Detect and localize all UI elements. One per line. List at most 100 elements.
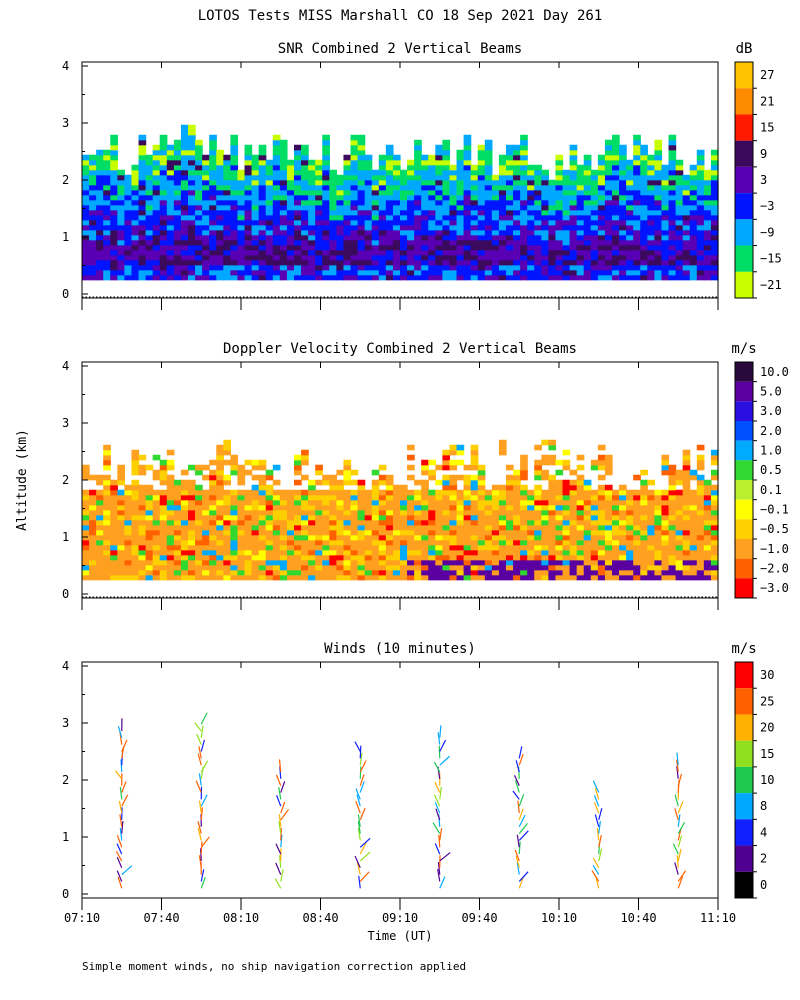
snr-cell: [202, 179, 210, 186]
snr-cell: [279, 194, 288, 201]
snr-cell: [216, 154, 224, 161]
snr-cell: [456, 149, 465, 156]
doppler-cell: [562, 564, 571, 571]
snr-cell: [626, 269, 634, 276]
doppler-cell: [668, 499, 677, 506]
doppler-cell: [195, 469, 203, 476]
snr-cell: [703, 274, 712, 281]
snr-cell: [209, 169, 217, 176]
snr-cell: [661, 244, 670, 251]
snr-cell: [612, 214, 620, 221]
colorbar-swatch: [735, 539, 753, 559]
snr-cell: [675, 164, 684, 171]
snr-cell: [343, 204, 352, 211]
doppler-cell: [392, 514, 401, 521]
doppler-cell: [696, 474, 705, 481]
snr-cell: [152, 214, 161, 221]
doppler-cell: [251, 574, 260, 581]
doppler-cell: [449, 539, 458, 546]
snr-cell: [315, 229, 323, 236]
snr-cell: [110, 254, 118, 261]
snr-cell: [209, 134, 217, 141]
doppler-cell: [421, 529, 429, 536]
snr-cell: [308, 249, 316, 256]
snr-cell: [470, 274, 479, 281]
snr-cell: [555, 254, 564, 261]
doppler-cell: [689, 559, 698, 566]
snr-cell: [555, 219, 564, 226]
snr-cell: [371, 274, 380, 281]
snr-cell: [654, 154, 663, 161]
wind-barb: [117, 726, 123, 738]
doppler-cell: [357, 524, 366, 531]
doppler-cell: [583, 574, 592, 581]
wind-barb: [437, 732, 441, 745]
snr-cell: [180, 124, 189, 131]
snr-cell: [209, 239, 217, 246]
doppler-cell: [294, 459, 302, 466]
snr-cell: [414, 259, 422, 266]
doppler-cell: [477, 489, 486, 496]
doppler-cell: [166, 564, 175, 571]
doppler-cell: [527, 564, 535, 571]
snr-cell: [96, 149, 104, 156]
doppler-cell: [477, 534, 486, 541]
snr-cell: [180, 134, 189, 141]
doppler-cell: [103, 459, 111, 466]
snr-cell: [576, 254, 585, 261]
snr-cell: [322, 259, 330, 266]
snr-cell: [308, 224, 316, 231]
snr-cell: [322, 269, 330, 276]
doppler-cell: [491, 489, 500, 496]
snr-cell: [520, 164, 528, 171]
snr-cell: [357, 139, 366, 146]
snr-cell: [400, 179, 408, 186]
doppler-cell: [392, 524, 401, 531]
snr-cell: [392, 214, 401, 221]
doppler-cell: [357, 569, 366, 576]
snr-cell: [322, 254, 330, 261]
snr-cell: [315, 259, 323, 266]
doppler-cell: [449, 569, 458, 576]
snr-cell: [145, 269, 154, 276]
doppler-cell: [555, 549, 564, 556]
snr-cell: [216, 184, 224, 191]
snr-cell: [682, 254, 691, 261]
snr-cell: [456, 184, 465, 191]
doppler-cell: [364, 539, 373, 546]
snr-cell: [506, 239, 514, 246]
doppler-cell: [703, 489, 712, 496]
doppler-cell: [407, 509, 415, 516]
doppler-cell: [414, 489, 422, 496]
snr-cell: [583, 199, 592, 206]
snr-cell: [498, 204, 507, 211]
snr-cell: [350, 219, 359, 226]
snr-cell: [548, 194, 557, 201]
doppler-cell: [682, 474, 691, 481]
doppler-cell: [400, 559, 408, 566]
snr-cell: [633, 164, 641, 171]
doppler-cell: [689, 574, 698, 581]
doppler-cell: [237, 464, 246, 471]
snr-cell: [491, 239, 500, 246]
snr-cell: [315, 274, 323, 281]
snr-cell: [308, 259, 316, 266]
doppler-cell: [173, 499, 182, 506]
snr-cell: [689, 194, 698, 201]
doppler-cell: [400, 494, 408, 501]
doppler-cell: [195, 519, 203, 526]
snr-cell: [230, 254, 239, 261]
snr-cell: [612, 154, 620, 161]
snr-cell: [484, 159, 493, 166]
snr-cell: [336, 214, 345, 221]
doppler-cell: [209, 549, 217, 556]
doppler-cell: [265, 519, 274, 526]
doppler-cell: [308, 489, 316, 496]
doppler-cell: [272, 549, 281, 556]
doppler-cell: [640, 489, 648, 496]
y-tick-label: 1: [62, 530, 69, 544]
doppler-cell: [534, 464, 542, 471]
snr-cell: [470, 204, 479, 211]
doppler-cell: [301, 534, 309, 541]
